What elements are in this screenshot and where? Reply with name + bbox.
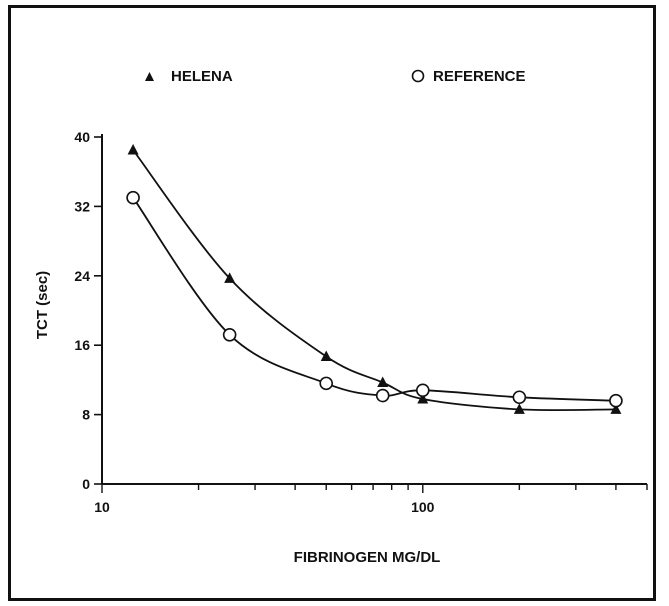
y-tick-label: 32 <box>74 198 90 214</box>
series-line-reference <box>132 197 616 402</box>
y-tick-label: 24 <box>74 268 90 284</box>
series-layer <box>126 144 623 414</box>
x-tick-label: 10 <box>94 499 110 515</box>
data-point-reference <box>415 383 430 398</box>
x-axis-label: FIBRINOGEN MG/DL <box>294 549 441 566</box>
data-point-reference <box>222 327 237 342</box>
data-point-helena <box>417 392 429 404</box>
legend: HELENA REFERENCE <box>145 68 526 85</box>
data-point-reference <box>375 388 390 403</box>
data-point-helena <box>127 144 139 155</box>
legend-label-helena: HELENA <box>171 68 233 85</box>
y-tick-label: 40 <box>74 129 90 145</box>
x-tick-label: 100 <box>411 499 435 515</box>
legend-marker-helena <box>145 72 154 81</box>
chart-frame <box>8 5 656 601</box>
data-point-helena <box>224 272 236 283</box>
data-point-reference <box>512 390 527 405</box>
y-tick-label: 16 <box>74 337 90 353</box>
data-point-helena <box>513 403 525 414</box>
y-tick-label: 8 <box>82 407 90 423</box>
data-point-reference <box>319 376 334 391</box>
axes: 0 8 16 24 32 40 10 100 <box>74 129 648 515</box>
data-point-reference <box>609 393 623 408</box>
data-point-reference <box>126 190 140 205</box>
legend-marker-reference <box>411 69 425 83</box>
data-point-helena <box>377 376 389 388</box>
y-axis-label: TCT (sec) <box>34 271 51 339</box>
data-point-helena <box>610 403 622 414</box>
y-tick-label: 0 <box>82 476 90 492</box>
series-line-helena <box>132 149 616 412</box>
legend-label-reference: REFERENCE <box>433 68 526 85</box>
data-point-helena <box>320 350 332 361</box>
